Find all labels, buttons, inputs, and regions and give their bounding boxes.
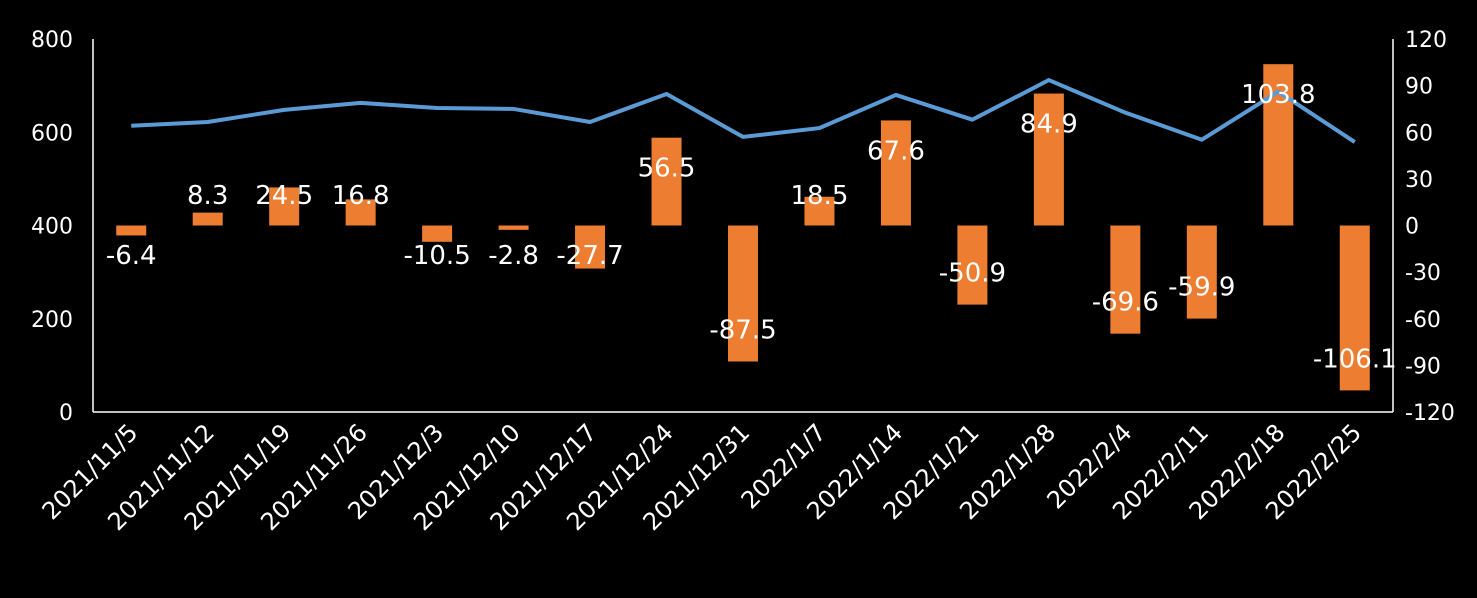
bar [1033, 93, 1064, 226]
right-tick-label: 60 [1405, 121, 1433, 146]
bar [957, 225, 988, 305]
right-tick-label: -60 [1405, 308, 1441, 333]
bar-data-label: 16.8 [332, 181, 390, 211]
bar [1110, 225, 1141, 334]
bar [651, 137, 682, 226]
bar [804, 196, 835, 226]
bar-data-label: -69.6 [1092, 288, 1159, 318]
bar-data-label: 18.5 [791, 181, 849, 211]
right-tick-label: 90 [1405, 75, 1433, 100]
bar-data-label: 8.3 [187, 181, 228, 211]
bar [269, 187, 300, 226]
bar [728, 225, 758, 362]
right-tick-label: 120 [1405, 28, 1447, 53]
right-tick-label: -30 [1405, 261, 1441, 286]
bar [1339, 225, 1370, 391]
bar-data-label: 84.9 [1020, 110, 1078, 140]
bar-data-label: -59.9 [1168, 273, 1235, 303]
bar [880, 120, 911, 226]
bar-data-label: -10.5 [403, 241, 470, 271]
right-tick-label: 0 [1405, 215, 1419, 240]
bar-data-label: -106.1 [1313, 344, 1397, 374]
bar-data-label: 56.5 [638, 154, 696, 184]
bar-data-label: -6.4 [106, 241, 157, 271]
left-tick-label: 0 [59, 401, 73, 426]
bar [192, 212, 223, 226]
left-tick-label: 400 [31, 215, 73, 240]
bar [345, 199, 376, 226]
bar-data-label: 103.8 [1241, 80, 1315, 110]
right-tick-label: -90 [1405, 354, 1441, 379]
left-tick-label: 800 [31, 28, 73, 53]
bar-data-label: -50.9 [939, 259, 1006, 289]
bar-data-label: 24.5 [255, 181, 313, 211]
bar [1186, 225, 1217, 319]
left-tick-label: 200 [31, 308, 73, 333]
right-tick-label: -120 [1405, 401, 1455, 426]
bar [498, 225, 529, 230]
bar [422, 225, 453, 242]
bar [116, 225, 147, 236]
bar-data-label: -87.5 [709, 315, 776, 345]
bar-data-label: 67.6 [867, 136, 925, 166]
right-tick-label: 30 [1405, 168, 1433, 193]
bar-data-label: -2.8 [488, 241, 539, 271]
bar [575, 225, 606, 269]
bar-data-label: -27.7 [556, 241, 623, 271]
left-tick-label: 600 [31, 121, 73, 146]
line-series [131, 78, 1356, 144]
